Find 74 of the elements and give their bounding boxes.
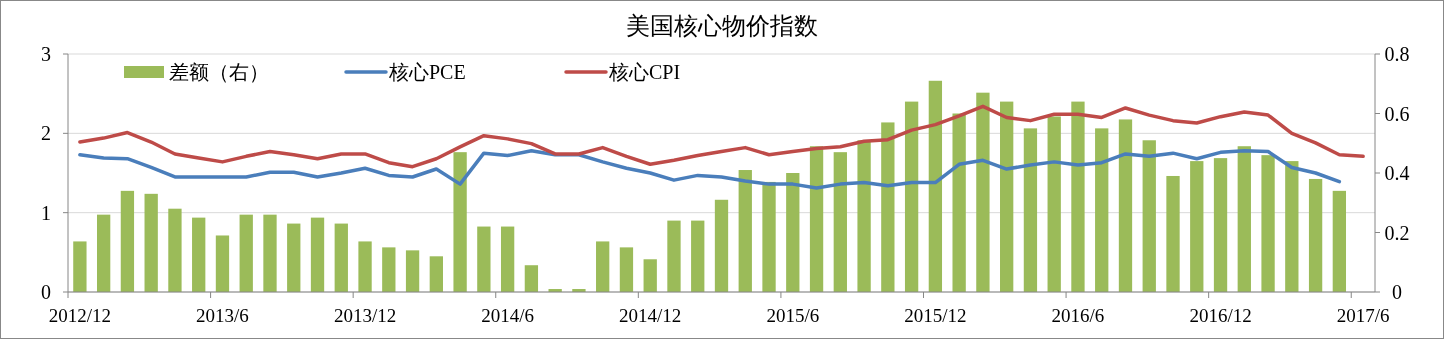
bar	[904, 101, 919, 292]
bar	[1071, 101, 1085, 292]
bar	[1261, 155, 1275, 292]
bar	[1142, 140, 1156, 292]
legend-label: 核心PCE	[388, 61, 466, 83]
x-tick-label: 2015/6	[766, 305, 820, 326]
bar	[643, 259, 657, 292]
bar	[358, 241, 372, 292]
bar	[334, 223, 348, 292]
y-tick-label: 1	[41, 201, 51, 224]
bar	[1308, 178, 1323, 292]
bar	[120, 190, 135, 292]
x-tick-label: 2014/6	[481, 305, 535, 326]
bar	[1023, 128, 1038, 292]
x-tick-label: 2012/12	[48, 305, 112, 326]
bar	[477, 226, 491, 292]
y2-tick-label: 0.4	[1384, 162, 1410, 184]
legend-label: 差额（右）	[169, 61, 269, 83]
bar	[786, 173, 800, 292]
bar	[263, 214, 277, 292]
bar	[1118, 119, 1133, 292]
bar	[192, 217, 206, 292]
bar	[1332, 190, 1347, 292]
bar	[453, 152, 467, 292]
x-tick-label: 2013/12	[333, 305, 397, 326]
bar	[287, 223, 301, 292]
bar	[691, 220, 705, 292]
bar	[310, 217, 325, 292]
bar	[429, 256, 443, 292]
y-tick-label: 3	[41, 43, 51, 65]
chart-title: 美国核心物价指数	[625, 13, 818, 39]
bar	[928, 80, 943, 292]
bar	[215, 235, 230, 292]
bar	[96, 214, 111, 292]
bar	[881, 122, 895, 292]
bar	[738, 170, 752, 292]
x-tick-label: 2016/12	[1189, 305, 1252, 326]
y2-tick-label: 0.2	[1384, 221, 1410, 244]
y2-tick-label: 0.6	[1384, 102, 1410, 125]
bar	[1213, 158, 1228, 292]
bar	[73, 241, 87, 292]
bar	[1047, 116, 1061, 292]
bar	[667, 220, 681, 292]
x-tick-label: 2014/12	[619, 305, 682, 326]
x-tick-label: 2016/6	[1051, 305, 1105, 326]
bar	[1166, 175, 1180, 292]
y-tick-label: 0	[41, 281, 51, 303]
bar	[714, 199, 729, 292]
bar	[524, 265, 539, 292]
bar	[239, 214, 253, 292]
bar	[382, 247, 396, 292]
x-tick-label: 2017/6	[1336, 305, 1390, 326]
bar	[1190, 161, 1204, 292]
y-tick-label: 2	[41, 122, 51, 145]
bar	[857, 140, 871, 292]
bar	[1285, 161, 1299, 292]
bar	[168, 208, 182, 292]
bar	[144, 193, 158, 292]
bar	[976, 92, 990, 292]
bar	[1095, 128, 1109, 292]
bar	[596, 241, 610, 292]
bar	[1237, 146, 1251, 292]
bar	[952, 113, 966, 292]
bar	[809, 146, 824, 292]
bar	[405, 250, 420, 292]
x-tick-label: 2013/6	[196, 305, 249, 326]
bar	[1000, 101, 1014, 292]
y2-tick-label: 0.8	[1384, 43, 1410, 65]
y2-tick-label: 0	[1392, 281, 1402, 303]
bar	[833, 152, 847, 292]
legend-label: 核心CPI	[608, 61, 681, 83]
bar	[500, 226, 515, 292]
x-tick-label: 2015/12	[904, 305, 967, 326]
bar	[619, 247, 634, 292]
